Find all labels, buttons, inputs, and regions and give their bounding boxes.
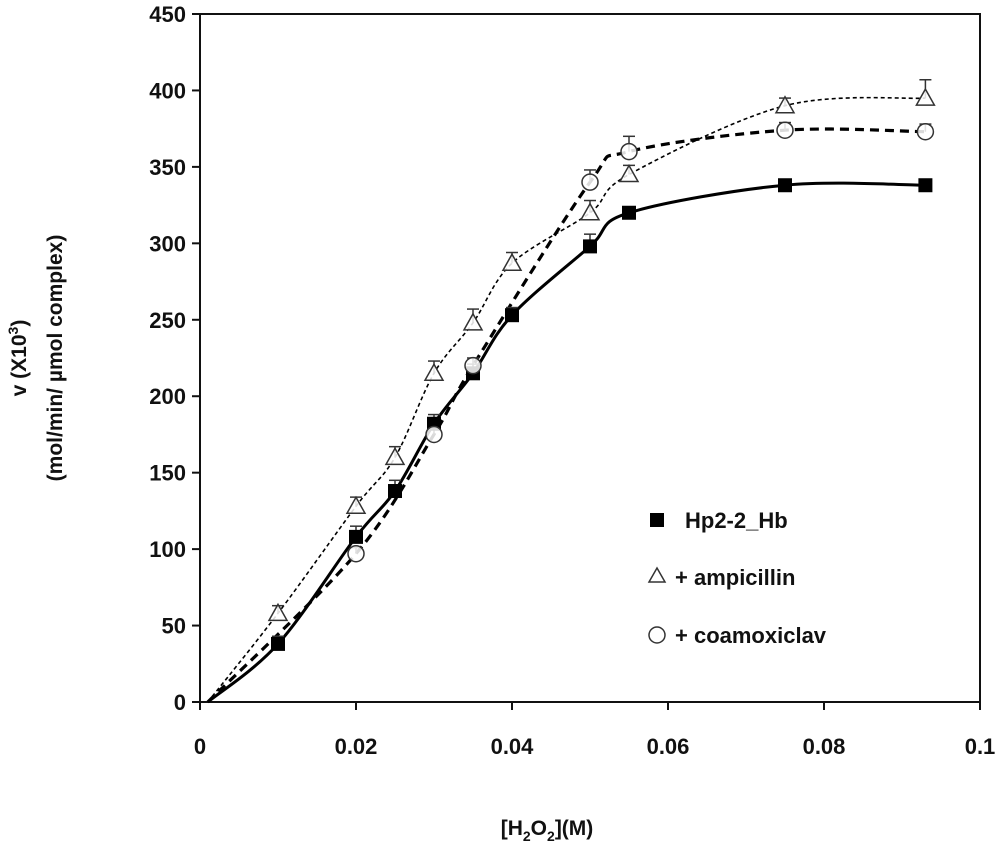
data-point-circle — [776, 121, 794, 139]
y-axis: 0 50 100 150 200 250 300 350 400 450 — [149, 2, 200, 715]
legend-label: Hp2-2_Hb — [685, 508, 788, 533]
y-tick-label: 150 — [149, 461, 186, 486]
data-point-circle — [916, 122, 935, 141]
data-point-triangle — [579, 202, 601, 221]
x-tick-label: 0.08 — [803, 734, 846, 759]
y-tick-label: 200 — [149, 384, 186, 409]
legend-label: + coamoxiclav — [675, 623, 827, 648]
legend: Hp2-2_Hb + ampicillin + coamoxiclav — [647, 508, 827, 648]
x-tick-label: 0 — [194, 734, 206, 759]
x-axis-title-subscript: 2 — [523, 828, 531, 841]
y-axis-title-close: ) — [8, 320, 31, 327]
data-point-triangle — [501, 252, 523, 271]
legend-marker-square — [650, 513, 664, 527]
data-point-triangle — [915, 87, 936, 106]
data-point-triangle — [267, 602, 289, 622]
data-point-square — [505, 308, 519, 323]
x-tick-label: 0.1 — [965, 734, 996, 759]
y-axis-title-superscript: 3 — [5, 326, 21, 334]
data-point-circle — [347, 544, 365, 563]
data-point-triangle — [618, 164, 640, 183]
data-point-square — [349, 529, 363, 544]
y-axis-title: v (X103) — [5, 320, 31, 397]
y-tick-label: 400 — [149, 78, 186, 103]
data-point-triangle — [774, 95, 796, 114]
data-point-triangle — [462, 312, 484, 331]
data-point-square — [622, 205, 636, 220]
y-axis-title-units: (mol/min/ µmol complex) — [44, 235, 67, 482]
data-point-square — [583, 239, 597, 254]
x-tick-label: 0.04 — [491, 734, 535, 759]
legend-label: + ampicillin — [675, 565, 795, 590]
data-point-circle — [464, 356, 482, 375]
data-point-circle — [425, 425, 443, 444]
data-point-square — [778, 178, 792, 193]
y-axis-title-main: v (X10 — [8, 334, 31, 396]
data-point-triangle — [423, 362, 445, 382]
y-tick-label: 50 — [162, 614, 186, 639]
fit-curve — [206, 127, 926, 704]
fit-curves — [206, 96, 926, 704]
x-tick-label: 0.02 — [335, 734, 378, 759]
legend-marker-circle — [648, 626, 666, 644]
data-point-circle — [581, 173, 599, 191]
data-point-square — [388, 484, 402, 499]
x-axis: 0 0.02 0.04 0.06 0.08 0.1 — [194, 702, 995, 759]
fit-curve — [206, 181, 926, 704]
legend-marker-triangle — [647, 566, 667, 583]
x-tick-label: 0.06 — [647, 734, 690, 759]
x-axis-title: [H2O2](M) — [501, 817, 594, 841]
data-point-triangle — [345, 495, 367, 515]
plot-frame — [199, 13, 981, 703]
y-tick-label: 0 — [174, 690, 186, 715]
y-tick-label: 350 — [149, 155, 186, 180]
data-point-triangle — [384, 446, 406, 466]
fit-curve — [207, 96, 926, 703]
y-tick-label: 100 — [149, 537, 186, 562]
data-markers — [267, 87, 936, 651]
y-tick-label: 250 — [149, 308, 186, 333]
data-point-square — [271, 636, 285, 651]
data-point-circle — [620, 142, 638, 161]
data-point-square — [918, 178, 933, 193]
y-tick-label: 300 — [149, 231, 186, 256]
y-tick-label: 450 — [149, 2, 186, 27]
error-bars — [272, 78, 932, 644]
